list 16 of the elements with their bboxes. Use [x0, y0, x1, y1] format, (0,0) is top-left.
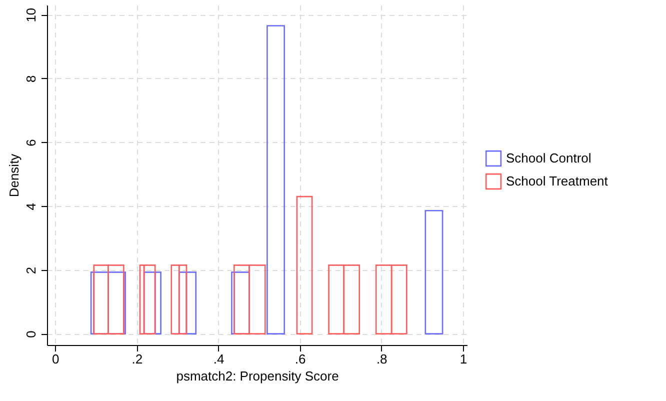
y-tick-label: 4: [24, 203, 38, 210]
x-tick-label: 1: [460, 352, 468, 366]
y-tick-label: 2: [24, 266, 38, 274]
y-tick-label: 6: [24, 139, 38, 146]
y-tick-label: 8: [24, 75, 38, 83]
x-axis-title: psmatch2: Propensity Score: [176, 368, 339, 384]
x-tick-label: .2: [132, 352, 143, 366]
x-tick-label: .4: [213, 352, 224, 366]
x-tick-label: .6: [294, 352, 306, 366]
y-axis-title: Density: [6, 153, 22, 198]
legend-label: School Control: [506, 150, 592, 166]
legend-label: School Treatment: [506, 174, 608, 188]
y-tick-label: 0: [24, 330, 38, 338]
y-tick-label: 10: [24, 8, 38, 22]
x-tick-label: .8: [376, 352, 388, 366]
x-tick-label: 0: [52, 352, 60, 366]
